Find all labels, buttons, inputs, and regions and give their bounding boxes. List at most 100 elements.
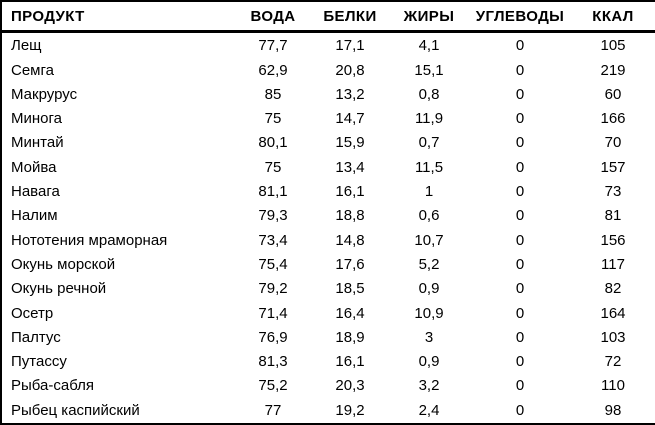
value-cell: 0,7 [418,134,440,152]
value-cell: 77 [264,402,282,420]
value-cell: 0 [515,158,525,176]
value-cell: 62,9 [258,61,288,79]
value-cell: 81,3 [258,353,288,371]
value-cell: 0,9 [418,280,440,298]
table-row: Макрурус 85 13,2 0,8 0 60 [1,82,655,106]
value-cell: 3 [424,328,434,346]
value-cell: 18,8 [335,207,365,225]
value-cell: 10,7 [414,231,444,249]
value-cell: 77,7 [258,36,288,54]
value-cell: 0 [515,255,525,273]
value-cell: 0 [515,328,525,346]
value-cell: 166 [600,110,626,128]
product-name-cell: Макрурус [11,85,78,103]
value-cell: 73 [604,183,622,201]
value-cell: 0 [515,134,525,152]
value-cell: 17,1 [335,36,365,54]
value-cell: 75,2 [258,377,288,395]
value-cell: 98 [604,402,622,420]
product-name-cell: Лещ [11,36,42,54]
table-row: Рыба-сабля 75,2 20,3 3,2 0 110 [1,374,655,398]
value-cell: 13,4 [335,158,365,176]
value-cell: 82 [604,280,622,298]
value-cell: 0 [515,61,525,79]
value-cell: 0 [515,183,525,201]
value-cell: 5,2 [418,255,440,273]
table-row: Минога 75 14,7 11,9 0 166 [1,107,655,131]
value-cell: 75 [264,158,282,176]
value-cell: 13,2 [335,85,365,103]
product-name-cell: Рыбец каспийский [11,402,140,420]
value-cell: 0 [515,231,525,249]
value-cell: 18,5 [335,280,365,298]
value-cell: 16,1 [335,353,365,371]
table-header: ПРОДУКТ ВОДА БЕЛКИ ЖИРЫ УГЛЕВОДЫ ККАЛ [1,1,655,33]
value-cell: 80,1 [258,134,288,152]
value-cell: 11,9 [414,110,444,128]
value-cell: 70 [604,134,622,152]
value-cell: 0 [515,85,525,103]
value-cell: 60 [604,85,622,103]
value-cell: 0 [515,207,525,225]
table-body: Лещ 77,7 17,1 4,1 0 105 Семга 62,9 20,8 15,1 0 219 М… [1,32,655,425]
value-cell: 2,4 [418,402,440,420]
table-row: Палтус 76,9 18,9 3 0 103 [1,325,655,349]
table-row: Окунь морской 75,4 17,6 5,2 0 117 [1,252,655,276]
product-name-cell: Мойва [11,158,57,176]
value-cell: 10,9 [414,304,444,322]
value-cell: 0,9 [418,353,440,371]
header-row: ПРОДУКТ ВОДА БЕЛКИ ЖИРЫ УГЛЕВОДЫ ККАЛ [1,1,655,33]
value-cell: 4,1 [418,36,440,54]
header-carbs: УГЛЕВОДЫ [469,1,571,33]
value-cell: 75 [264,110,282,128]
table-row: Рыбец каспийский 77 19,2 2,4 0 98 [1,398,655,424]
table-row: Путассу 81,3 16,1 0,9 0 72 [1,350,655,374]
product-name-cell: Минтай [11,134,64,152]
value-cell: 156 [600,231,626,249]
value-cell: 81,1 [258,183,288,201]
value-cell: 16,4 [335,304,365,322]
value-cell: 0 [515,402,525,420]
table-row: Мойва 75 13,4 11,5 0 157 [1,155,655,179]
value-cell: 105 [600,36,626,54]
value-cell: 0 [515,304,525,322]
table-row: Семга 62,9 20,8 15,1 0 219 [1,58,655,82]
value-cell: 3,2 [418,377,440,395]
value-cell: 20,8 [335,61,365,79]
value-cell: 103 [600,328,626,346]
header-proteins: БЕЛКИ [311,1,389,33]
value-cell: 0,8 [418,85,440,103]
header-kcal: ККАЛ [571,1,655,33]
table-row: Навага 81,1 16,1 1 0 73 [1,179,655,203]
product-name-cell: Окунь морской [11,255,116,273]
product-name-cell: Налим [11,207,58,225]
product-name-cell: Осетр [11,304,54,322]
value-cell: 15,1 [414,61,444,79]
value-cell: 0 [515,280,525,298]
value-cell: 73,4 [258,231,288,249]
value-cell: 79,2 [258,280,288,298]
value-cell: 71,4 [258,304,288,322]
table-row: Лещ 77,7 17,1 4,1 0 105 [1,32,655,58]
value-cell: 17,6 [335,255,365,273]
value-cell: 117 [601,255,625,273]
value-cell: 0,6 [418,207,440,225]
value-cell: 110 [601,377,625,395]
value-cell: 11,5 [414,158,444,176]
table-row: Налим 79,3 18,8 0,6 0 81 [1,204,655,228]
value-cell: 0 [515,110,525,128]
product-name-cell: Палтус [11,328,61,346]
value-cell: 1 [424,183,434,201]
value-cell: 18,9 [335,328,365,346]
value-cell: 20,3 [335,377,365,395]
value-cell: 0 [515,353,525,371]
value-cell: 14,7 [335,110,365,128]
product-name-cell: Навага [11,183,60,201]
product-name-cell: Окунь речной [11,280,107,298]
value-cell: 157 [600,158,626,176]
header-fats: ЖИРЫ [389,1,469,33]
value-cell: 0 [515,377,525,395]
value-cell: 219 [600,61,626,79]
